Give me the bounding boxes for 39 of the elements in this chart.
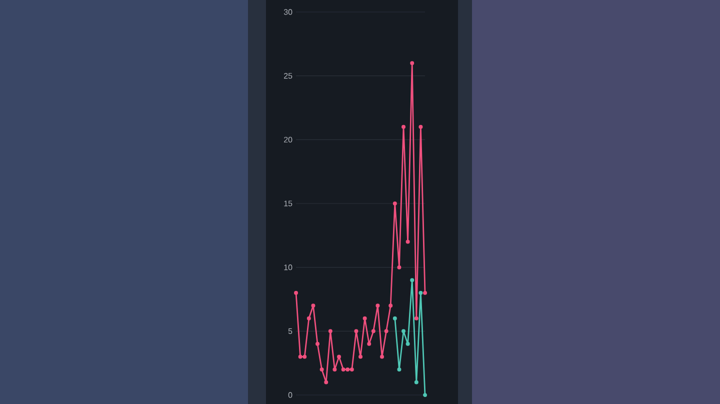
point <box>354 329 358 334</box>
point <box>410 61 414 66</box>
point <box>414 316 418 320</box>
point <box>392 316 397 320</box>
point <box>324 380 328 384</box>
point <box>311 304 316 308</box>
point <box>341 367 346 372</box>
point <box>298 354 302 359</box>
point <box>414 380 418 384</box>
point <box>316 342 320 346</box>
point <box>397 265 402 270</box>
point <box>402 329 406 334</box>
point <box>362 316 367 320</box>
point <box>380 354 384 359</box>
point <box>302 354 307 359</box>
point <box>376 304 380 308</box>
point <box>367 342 372 346</box>
point <box>320 367 324 372</box>
point <box>406 342 410 346</box>
point <box>388 304 393 308</box>
point <box>358 354 363 359</box>
point <box>384 329 388 334</box>
point <box>306 316 311 320</box>
point <box>423 290 428 295</box>
point <box>332 367 337 372</box>
point <box>294 290 298 295</box>
point <box>418 290 423 295</box>
point <box>337 354 342 359</box>
point <box>350 367 354 372</box>
point <box>371 329 376 334</box>
point <box>402 124 406 129</box>
point <box>328 329 332 334</box>
point <box>397 367 402 372</box>
point <box>418 124 423 129</box>
point <box>392 202 397 206</box>
point <box>406 240 410 244</box>
point <box>423 393 428 397</box>
point <box>410 278 414 282</box>
point <box>346 367 350 372</box>
